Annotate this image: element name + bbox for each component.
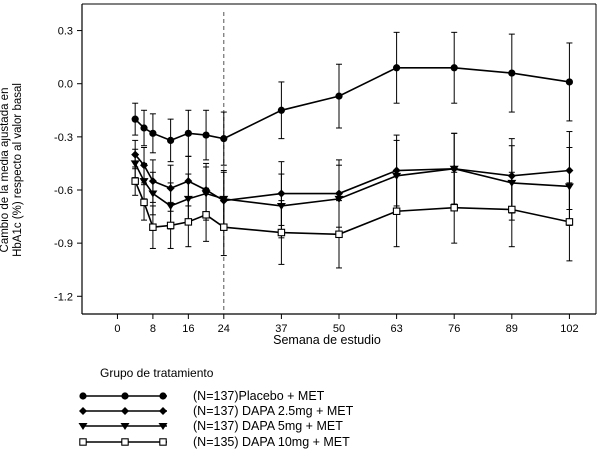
- data-point: [148, 190, 158, 198]
- data-point: [202, 211, 210, 219]
- legend-swatch-marker: [121, 392, 129, 400]
- data-point: [184, 218, 193, 226]
- legend-swatch-marker: [78, 423, 88, 430]
- x-tick-label: 37: [275, 323, 287, 335]
- x-tick-label: 16: [182, 323, 194, 335]
- series-line-3: [134, 163, 570, 207]
- legend-entry-label: (N=135) DAPA 10mg + MET: [193, 435, 350, 449]
- data-point: [220, 135, 228, 143]
- data-point: [565, 78, 574, 86]
- y-tick-label: 0.0: [58, 79, 73, 91]
- legend-entry-label: (N=137)Placebo + MET: [193, 389, 325, 403]
- data-point: [450, 64, 458, 72]
- data-point: [335, 92, 343, 100]
- y-tick-label: -0.6: [54, 185, 73, 197]
- y-axis-label-line2: HbA1c (%) respecto al valor basal: [12, 83, 24, 257]
- x-tick-label: 0: [114, 323, 120, 335]
- data-point: [149, 129, 157, 137]
- x-tick-label: 89: [506, 323, 518, 335]
- x-axis-label: Semana de estudio: [273, 333, 381, 347]
- y-tick-label: 0.3: [58, 26, 73, 38]
- legend-swatch-marker: [121, 438, 129, 446]
- x-tick-label: 50: [333, 323, 345, 335]
- data-point: [149, 223, 157, 231]
- data-point: [277, 228, 286, 237]
- legend: (N=137)Placebo + MET(N=137) DAPA 2.5mg +…: [78, 389, 354, 449]
- data-point: [450, 203, 458, 212]
- data-point: [565, 218, 574, 226]
- legend-swatch-marker: [159, 438, 167, 446]
- data-point: [131, 115, 139, 123]
- x-tick-label: 24: [218, 323, 230, 335]
- data-point: [140, 124, 148, 132]
- data-point: [140, 198, 148, 207]
- legend-swatch-marker: [79, 438, 87, 446]
- data-point: [392, 207, 401, 216]
- legend-entry-label: (N=137) DAPA 5mg + MET: [193, 419, 343, 433]
- legend-swatch-marker: [159, 392, 167, 400]
- x-tick-label: 63: [390, 323, 402, 335]
- legend-swatch-marker: [121, 407, 129, 415]
- legend-swatch-marker: [79, 392, 87, 400]
- x-tick-label: 102: [560, 323, 578, 335]
- y-tick-label: -0.3: [54, 132, 73, 144]
- data-point: [334, 195, 344, 203]
- y-axis-label-line1: Cambio de la media ajustada en: [0, 88, 11, 253]
- y-tick-label: -1.2: [54, 291, 73, 303]
- x-tick-label: 8: [150, 323, 156, 335]
- data-point: [167, 136, 175, 144]
- data-point: [202, 131, 210, 139]
- data-point: [393, 64, 401, 72]
- data-point: [449, 165, 459, 173]
- legend-entry-label: (N=137) DAPA 2.5mg + MET: [193, 404, 354, 418]
- x-tick-label: 76: [448, 323, 460, 335]
- plot-area: 0.3 0.0 -0.3 -0.6 -0.9 -1.2 0 8 16 24 37 50 63 76 89 10…: [54, 3, 597, 335]
- data-point: [508, 205, 516, 214]
- legend-swatch-marker: [79, 407, 87, 415]
- data-point: [130, 160, 140, 168]
- data-point: [335, 230, 343, 239]
- data-point: [277, 106, 285, 114]
- legend-swatch-marker: [159, 407, 167, 415]
- data-point: [184, 129, 192, 137]
- data-point: [220, 223, 228, 231]
- data-point: [166, 221, 175, 230]
- data-point: [139, 178, 149, 186]
- legend-title: Grupo de tratamiento: [100, 366, 214, 380]
- data-point: [131, 177, 139, 185]
- legend-swatch-marker: [120, 423, 130, 430]
- series-line-4: [134, 180, 570, 236]
- y-tick-label: -0.9: [54, 238, 73, 250]
- legend-swatch-marker: [158, 423, 168, 430]
- data-point: [508, 69, 516, 77]
- series-line-1: [134, 66, 570, 142]
